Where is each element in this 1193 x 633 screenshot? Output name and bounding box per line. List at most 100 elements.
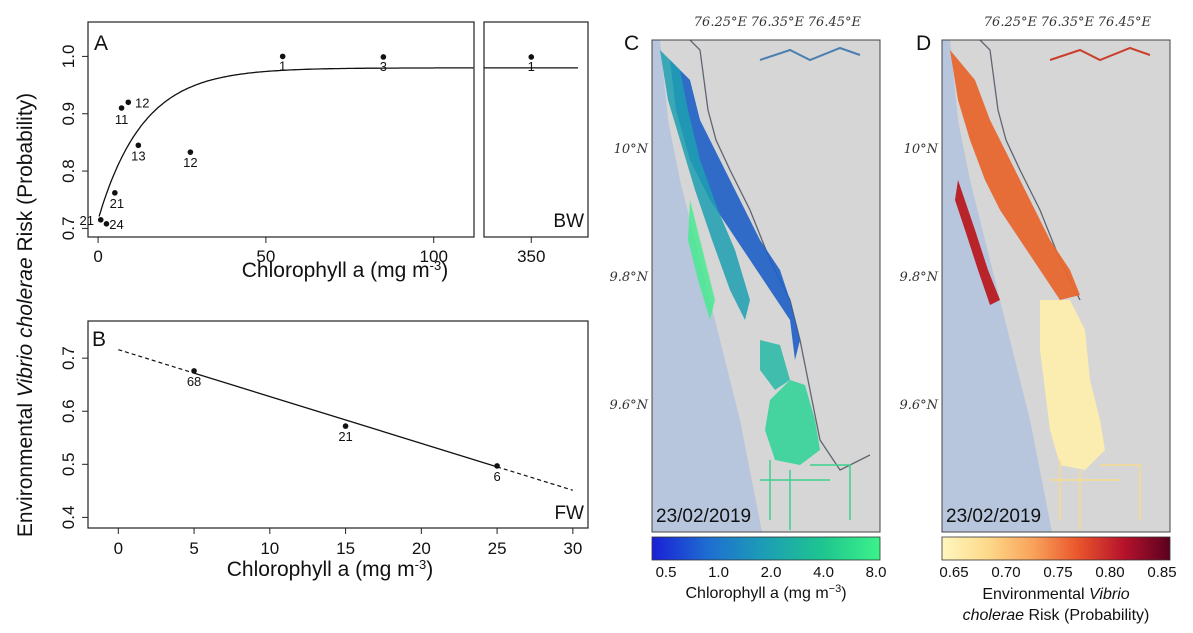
panel-c-lat-tick-label: 10°N bbox=[614, 142, 649, 157]
panel-d-letter: D bbox=[916, 32, 931, 55]
panel-d-colorbar-ticks: 0.65 0.70 0.75 0.80 0.85 bbox=[939, 564, 1176, 581]
panel-b-y-tick-label: 0.6 bbox=[59, 399, 78, 423]
panel-c-colorbar-tick-label: 1.0 bbox=[708, 564, 729, 581]
panel-b-data-point bbox=[342, 423, 349, 429]
map-c-lagoon-mid bbox=[660, 50, 750, 320]
map-d-lagoon-dark bbox=[955, 180, 1000, 305]
panel-a-x-label: Chlorophyll a (mg m-3) bbox=[242, 258, 448, 283]
panel-d-lon-tick-label: 76.45°E bbox=[1098, 15, 1152, 30]
panel-bw-x-tick-label: 350 bbox=[517, 247, 545, 266]
panel-c-colorbar-label: Chlorophyll a (mg m−3) bbox=[685, 583, 846, 602]
panel-b-x-tick-label: 20 bbox=[412, 539, 431, 558]
map-d-canals bbox=[1050, 460, 1141, 530]
panel-a-point-label: 12 bbox=[135, 95, 149, 110]
panel-b-y-tick-label: 0.5 bbox=[59, 452, 78, 476]
panel-bw: 350 1 BW bbox=[483, 21, 589, 266]
panel-bw-points: 1 bbox=[528, 54, 535, 74]
panel-c-lon-ticks: 76.25°E 76.35°E 76.45°E bbox=[694, 15, 862, 30]
panel-a-data-point bbox=[118, 105, 125, 111]
panel-b-point-label: 21 bbox=[338, 429, 352, 444]
panel-c-colorbar-tick-label: 4.0 bbox=[813, 564, 834, 581]
panel-bw-label: BW bbox=[553, 211, 584, 232]
panel-a-ticks: 0 50 100 0.7 0.8 0.9 1.0 bbox=[59, 45, 448, 266]
panel-b-point-label: 68 bbox=[187, 374, 201, 389]
panel-c-lon-tick-label: 76.45°E bbox=[808, 15, 862, 30]
panel-b: B 0 5 10 15 20 25 30 0.4 0.5 0.6 0.7 68 21 6 FW Chlo… bbox=[59, 320, 589, 582]
panel-d-lat-tick-label: 9.8°N bbox=[899, 270, 938, 285]
panel-b-frame bbox=[87, 320, 589, 529]
panel-b-x-tick-label: 15 bbox=[336, 539, 355, 558]
panel-a-data-point bbox=[135, 142, 142, 149]
panel-a-y-tick-label: 0.8 bbox=[59, 159, 78, 183]
panel-c-colorbar-tick-label: 8.0 bbox=[866, 564, 887, 581]
panel-d-colorbar-label-line2: cholerae Risk (Probability) bbox=[963, 607, 1150, 624]
panel-b-x-label: Chlorophyll a (mg m-3) bbox=[227, 557, 433, 582]
panel-a-data-point bbox=[103, 221, 110, 227]
panel-a-point-label: 21 bbox=[80, 213, 94, 228]
panel-c-lat-tick-label: 9.8°N bbox=[609, 270, 648, 285]
panel-a-point-label: 3 bbox=[380, 59, 387, 74]
panel-c-frame bbox=[651, 39, 881, 533]
map-c-lagoon-dark bbox=[670, 60, 800, 360]
panel-c: C 76.25°E 76.35°E 76.45°E 10°N 9.8°N 9.6°N 2… bbox=[609, 15, 886, 602]
panel-a-point-label: 24 bbox=[109, 217, 123, 232]
panel-a-x-tick-label: 50 bbox=[256, 247, 275, 266]
panel-d-lat-ticks: 10°N 9.8°N 9.6°N bbox=[899, 142, 938, 413]
panel-b-data-point bbox=[494, 463, 500, 469]
panel-d-lon-tick-label: 76.25°E bbox=[984, 15, 1038, 30]
panel-d-lat-tick-label: 10°N bbox=[904, 142, 939, 157]
panel-d-colorbar-tick-label: 0.70 bbox=[991, 564, 1020, 581]
panel-b-fit-extrapolation-right bbox=[496, 466, 574, 491]
panel-c-lat-tick-label: 9.6°N bbox=[609, 398, 648, 413]
map-c-lagoon-bright bbox=[688, 200, 715, 320]
panel-bw-data-point bbox=[528, 54, 535, 60]
panel-a-x-tick-label: 0 bbox=[93, 247, 102, 266]
panel-b-y-tick-label: 0.7 bbox=[59, 346, 78, 370]
panel-bw-point-label: 1 bbox=[528, 59, 535, 74]
map-c-river-north bbox=[759, 46, 861, 62]
panel-a-point-label: 21 bbox=[110, 196, 124, 211]
panel-a-y-tick-label: 0.7 bbox=[59, 217, 78, 241]
panel-b-x-tick-label: 0 bbox=[114, 539, 123, 558]
y-axis-label: Environmental Vibrio cholerae Risk (Prob… bbox=[14, 93, 37, 537]
panel-b-point-label: 6 bbox=[493, 469, 500, 484]
panel-a-data-point bbox=[187, 149, 194, 155]
panel-a-y-tick-label: 0.9 bbox=[59, 102, 78, 126]
panel-b-ticks: 0 5 10 15 20 25 30 0.4 0.5 0.6 0.7 bbox=[59, 346, 582, 558]
panel-a-point-label: 12 bbox=[183, 155, 197, 170]
panel-b-x-tick-label: 30 bbox=[563, 539, 582, 558]
panel-d-colorbar-tick-label: 0.80 bbox=[1095, 564, 1124, 581]
map-d-sea bbox=[942, 40, 1052, 532]
panel-d-lon-ticks: 76.25°E 76.35°E 76.45°E bbox=[984, 15, 1152, 30]
panel-c-date: 23/02/2019 bbox=[656, 506, 751, 527]
panel-d-colorbar-tick-label: 0.75 bbox=[1043, 564, 1072, 581]
panel-c-lon-tick-label: 76.35°E bbox=[751, 15, 805, 30]
map-c-canals bbox=[760, 460, 851, 530]
panel-a-point-label: 11 bbox=[115, 112, 129, 127]
panel-b-letter: B bbox=[92, 328, 106, 351]
panel-d-colorbar-tick-label: 0.85 bbox=[1147, 564, 1176, 581]
panel-b-fit-extrapolation-left bbox=[118, 349, 195, 374]
panel-d-map bbox=[942, 40, 1170, 532]
panel-c-letter: C bbox=[624, 32, 639, 55]
panel-c-colorbar-tick-label: 0.5 bbox=[656, 564, 677, 581]
panel-d-lat-tick-label: 9.6°N bbox=[899, 398, 938, 413]
panel-a-point-label: 13 bbox=[131, 148, 145, 163]
map-c-south-basin bbox=[765, 380, 820, 465]
panel-b-y-tick-label: 0.4 bbox=[59, 506, 78, 530]
panel-d-date: 23/02/2019 bbox=[946, 506, 1041, 527]
panel-a-x-tick-label: 100 bbox=[420, 247, 448, 266]
panel-a-letter: A bbox=[94, 32, 108, 55]
panel-b-x-tick-label: 10 bbox=[260, 539, 279, 558]
map-c-south-channel bbox=[760, 340, 790, 390]
panel-c-map bbox=[652, 40, 880, 532]
panel-a-frame bbox=[87, 21, 475, 238]
panel-d-colorbar bbox=[941, 536, 1171, 561]
panel-a-data-point bbox=[97, 217, 104, 223]
panel-d-lon-tick-label: 76.35°E bbox=[1041, 15, 1095, 30]
panel-c-colorbar-ticks: 0.5 1.0 2.0 4.0 8.0 bbox=[656, 564, 887, 581]
panel-bw-frame bbox=[483, 21, 589, 238]
